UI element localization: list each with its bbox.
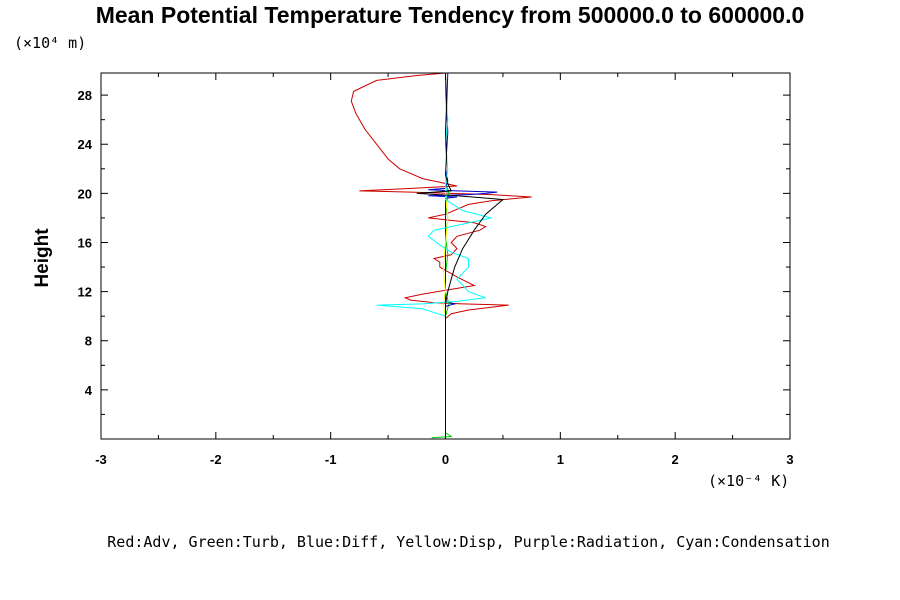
y-tick-label: 24	[78, 137, 93, 152]
series-line-6	[416, 72, 505, 439]
series-layer	[350, 72, 532, 439]
x-axis-unit: (×10⁻⁴ K)	[708, 472, 790, 490]
y-tick-label: 16	[78, 235, 92, 250]
x-tick-label: -2	[210, 452, 222, 467]
x-tick-label: 2	[672, 452, 679, 467]
chart-title: Mean Potential Temperature Tendency from…	[95, 2, 805, 28]
x-tick-label: -3	[95, 452, 107, 467]
x-tick-label: 1	[557, 452, 564, 467]
series-line-1	[350, 72, 532, 439]
series-line-5	[376, 73, 492, 439]
series-line-4	[442, 73, 449, 439]
y-tick-label: 28	[78, 88, 92, 103]
x-tick-label: 0	[442, 452, 449, 467]
y-tick-label: 4	[85, 383, 93, 398]
y-axis-unit: (×10⁴ m)	[14, 34, 87, 52]
x-tick-label: -1	[325, 452, 337, 467]
legend-text: Red:Adv, Green:Turb, Blue:Diff, Yellow:D…	[107, 533, 830, 551]
y-tick-label: 12	[78, 285, 92, 300]
y-tick-label: 8	[85, 334, 92, 349]
y-tick-label: 20	[78, 186, 92, 201]
x-tick-label: 3	[786, 452, 793, 467]
